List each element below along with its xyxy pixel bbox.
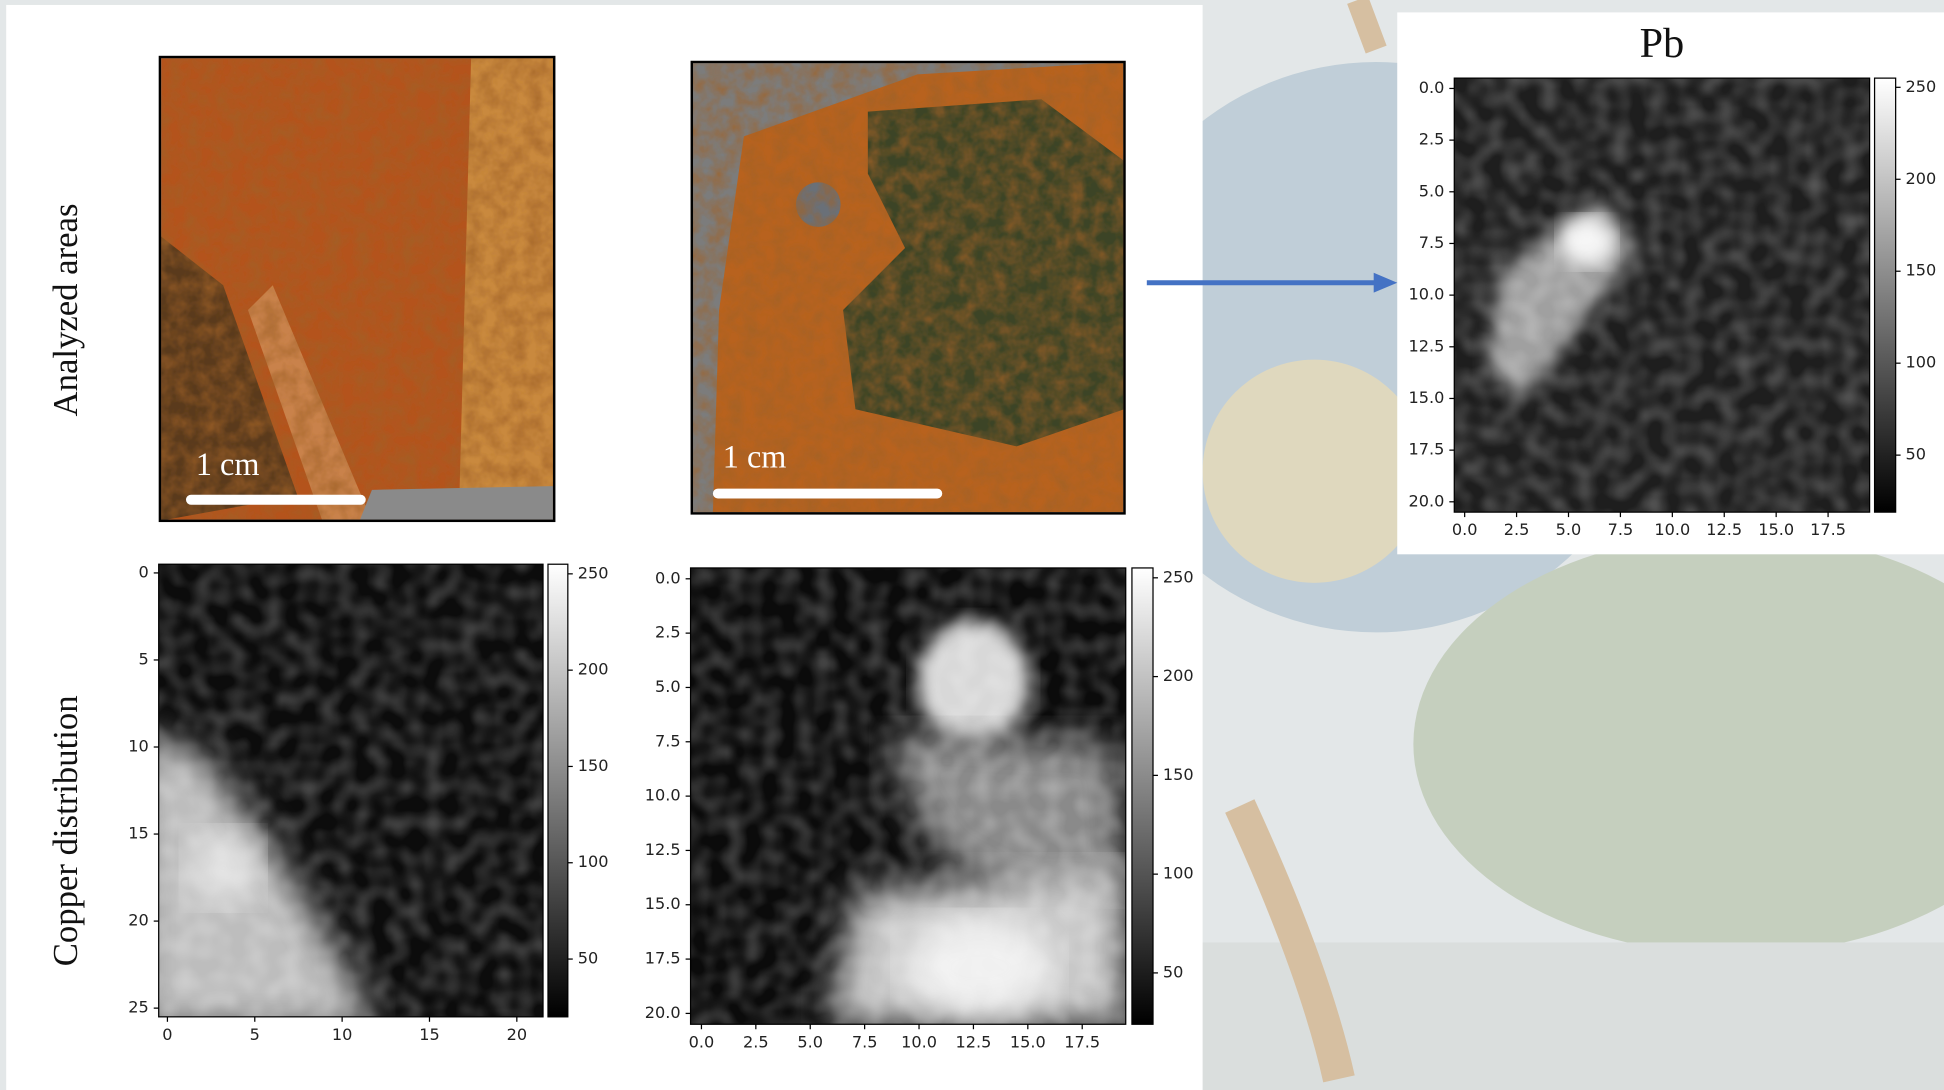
x-tick-label: 7.5 — [1608, 520, 1634, 539]
colorbar-tick-label: 200 — [578, 660, 609, 679]
photo-right — [693, 63, 1124, 513]
colorbar-tick-label: 250 — [578, 563, 609, 582]
y-tick-label: 10.0 — [645, 786, 681, 805]
heatmap-image — [1454, 78, 1870, 513]
y-tick-label: 7.5 — [655, 731, 681, 750]
x-tick-label: 2.5 — [1504, 520, 1530, 539]
y-tick-label: 2.5 — [1419, 130, 1445, 149]
colorbar-tick-label: 200 — [1906, 169, 1937, 188]
y-tick-label: 17.5 — [1408, 440, 1444, 459]
y-tick-label: 20 — [128, 911, 148, 930]
plot-frame — [158, 563, 544, 1018]
colorbar-tick-label: 250 — [1906, 77, 1937, 96]
colorbar-tick-label: 100 — [1163, 864, 1194, 883]
x-tick-label: 15 — [419, 1025, 439, 1044]
y-tick-label: 17.5 — [645, 949, 681, 968]
y-tick-label: 20.0 — [1408, 491, 1444, 510]
scale-label: 1 cm — [196, 446, 260, 482]
y-tick-label: 5 — [139, 649, 149, 668]
y-tick-label: 7.5 — [1419, 233, 1445, 252]
colorbar-tick-label: 200 — [1163, 666, 1194, 685]
y-tick-label: 10 — [128, 737, 148, 756]
photo-border — [158, 55, 556, 523]
y-tick-label: 5.0 — [655, 677, 681, 696]
colorbar-tick-label: 50 — [1906, 445, 1926, 464]
x-tick-label: 7.5 — [852, 1032, 878, 1051]
y-tick-label: 25 — [128, 998, 148, 1017]
chart-title: Pb — [1640, 20, 1685, 67]
x-tick-label: 0.0 — [1452, 520, 1478, 539]
photo-left — [161, 58, 553, 520]
x-tick-label: 17.5 — [1810, 520, 1846, 539]
x-tick-label: 12.5 — [1706, 520, 1742, 539]
photo-border — [690, 60, 1126, 515]
colorbar-tick-label: 50 — [578, 949, 598, 968]
x-tick-label: 10 — [332, 1025, 352, 1044]
x-tick-label: 10.0 — [1654, 520, 1690, 539]
y-tick-label: 2.5 — [655, 623, 681, 642]
y-tick-label: 12.5 — [645, 840, 681, 859]
scale-bar — [185, 494, 366, 505]
scale-label: 1 cm — [723, 438, 787, 474]
colorbar — [1873, 77, 1897, 513]
y-tick-label: 12.5 — [1408, 336, 1444, 355]
x-tick-label: 5.0 — [797, 1032, 823, 1051]
y-tick-label: 15.0 — [1408, 388, 1444, 407]
x-tick-label: 5 — [250, 1025, 260, 1044]
x-tick-label: 10.0 — [901, 1032, 937, 1051]
y-tick-label: 0.0 — [655, 568, 681, 587]
colorbar-tick-label: 100 — [578, 852, 609, 871]
colorbar-tick-label: 250 — [1163, 567, 1194, 586]
row-label: Copper distribution — [46, 695, 85, 966]
row-label: Analyzed areas — [46, 204, 85, 417]
colorbar-tick-label: 150 — [578, 756, 609, 775]
x-tick-label: 5.0 — [1556, 520, 1582, 539]
y-tick-label: 20.0 — [645, 1003, 681, 1022]
x-tick-label: 15.0 — [1758, 520, 1794, 539]
colorbar — [1131, 567, 1154, 1025]
x-tick-label: 12.5 — [955, 1032, 991, 1051]
x-tick-label: 17.5 — [1064, 1032, 1100, 1051]
colorbar-tick-label: 50 — [1163, 962, 1183, 981]
colorbar-tick-label: 150 — [1163, 765, 1194, 784]
heatmap-image — [158, 564, 544, 1017]
x-tick-label: 0 — [162, 1025, 172, 1044]
x-tick-label: 20 — [507, 1025, 527, 1044]
colorbar — [547, 563, 569, 1018]
arrow — [1146, 272, 1398, 293]
x-tick-label: 15.0 — [1010, 1032, 1046, 1051]
y-tick-label: 0.0 — [1419, 78, 1445, 97]
y-tick-label: 5.0 — [1419, 181, 1445, 200]
y-tick-label: 15 — [128, 824, 148, 843]
y-tick-label: 10.0 — [1408, 285, 1444, 304]
x-tick-label: 2.5 — [743, 1032, 769, 1051]
y-tick-label: 0 — [139, 562, 149, 581]
y-tick-label: 15.0 — [645, 894, 681, 913]
colorbar-tick-label: 100 — [1906, 353, 1937, 372]
scale-bar — [712, 488, 943, 499]
heatmap-image — [690, 567, 1126, 1025]
colorbar-tick-label: 150 — [1906, 261, 1937, 280]
x-tick-label: 0.0 — [689, 1032, 715, 1051]
